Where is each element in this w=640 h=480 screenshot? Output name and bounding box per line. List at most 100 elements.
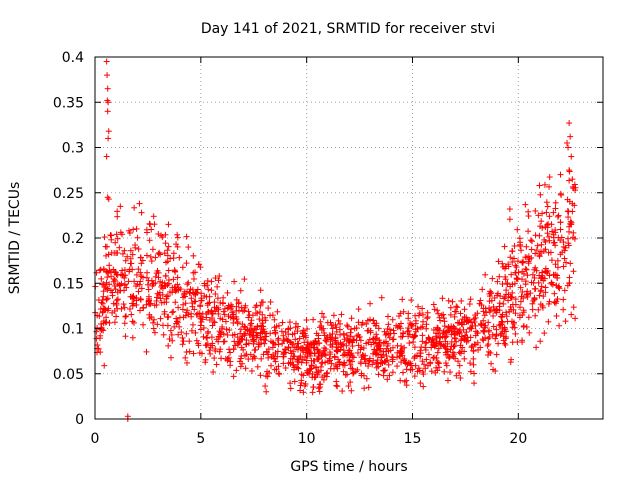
data-point: [512, 269, 519, 276]
data-point: [378, 294, 385, 301]
data-point: [535, 212, 542, 219]
data-point: [314, 346, 321, 353]
data-point: [131, 278, 138, 285]
data-point: [369, 361, 376, 368]
y-tick-label: 0.3: [62, 141, 84, 157]
data-point: [189, 321, 196, 328]
data-point: [165, 267, 172, 274]
data-point: [533, 247, 540, 254]
data-point: [390, 327, 397, 334]
data-point: [128, 260, 135, 267]
data-point: [539, 210, 546, 217]
data-point: [301, 354, 308, 361]
data-point: [564, 139, 571, 146]
data-point: [201, 292, 208, 299]
data-point: [334, 348, 341, 355]
data-point: [129, 334, 136, 341]
data-point: [373, 346, 380, 353]
data-point: [174, 243, 181, 250]
data-point: [358, 354, 365, 361]
data-point: [393, 322, 400, 329]
data-point: [401, 344, 408, 351]
data-point: [168, 331, 175, 338]
data-point: [542, 289, 549, 296]
data-point: [453, 372, 460, 379]
data-point: [426, 336, 433, 343]
data-point: [112, 268, 119, 275]
data-point: [182, 312, 189, 319]
data-point: [564, 208, 571, 215]
data-point: [550, 231, 557, 238]
data-point: [502, 294, 509, 301]
data-point: [389, 336, 396, 343]
data-point: [471, 380, 478, 387]
data-point: [417, 380, 424, 387]
data-point: [151, 302, 158, 309]
data-point: [422, 346, 429, 353]
data-point: [397, 310, 404, 317]
data-point: [204, 277, 211, 284]
data-point: [103, 279, 110, 286]
data-point: [458, 297, 465, 304]
data-point: [428, 368, 435, 375]
data-point: [289, 361, 296, 368]
data-point: [383, 348, 390, 355]
data-point: [175, 304, 182, 311]
data-point: [159, 285, 166, 292]
data-point: [489, 331, 496, 338]
data-point: [106, 262, 113, 269]
y-tick-label: 0.2: [62, 231, 84, 247]
data-point: [554, 274, 561, 281]
data-point: [267, 330, 274, 337]
data-point: [287, 385, 294, 392]
data-point: [440, 315, 447, 322]
data-point: [412, 317, 419, 324]
data-point: [188, 310, 195, 317]
data-point: [372, 322, 379, 329]
data-point: [540, 293, 547, 300]
data-point: [555, 212, 562, 219]
data-points: [92, 58, 579, 422]
data-point: [435, 360, 442, 367]
data-point: [554, 264, 561, 271]
data-point: [553, 312, 560, 319]
data-point: [217, 346, 224, 353]
data-point: [206, 347, 213, 354]
data-point: [242, 365, 249, 372]
data-point: [254, 363, 261, 370]
data-point: [182, 300, 189, 307]
data-point: [546, 298, 553, 305]
data-point: [327, 319, 334, 326]
data-point: [414, 368, 421, 375]
data-point: [254, 310, 261, 317]
data-point: [399, 333, 406, 340]
data-point: [148, 258, 155, 265]
data-point: [131, 204, 138, 211]
data-point: [509, 248, 516, 255]
data-point: [520, 322, 527, 329]
data-point: [445, 355, 452, 362]
data-point: [196, 310, 203, 317]
data-point: [405, 325, 412, 332]
data-point: [103, 252, 110, 259]
data-point: [288, 350, 295, 357]
data-point: [425, 351, 432, 358]
data-point: [259, 299, 266, 306]
data-point: [104, 85, 111, 92]
data-point: [467, 324, 474, 331]
axis-ticks: [94, 56, 603, 420]
data-point: [440, 311, 447, 318]
data-point: [145, 286, 152, 293]
data-point: [174, 231, 181, 238]
data-point: [569, 176, 576, 183]
data-point: [130, 294, 137, 301]
data-point: [386, 334, 393, 341]
data-point: [186, 348, 193, 355]
data-point: [321, 351, 328, 358]
data-point: [543, 209, 550, 216]
data-point: [495, 340, 502, 347]
data-point: [490, 366, 497, 373]
data-point: [549, 281, 556, 288]
data-point: [151, 329, 158, 336]
data-point: [389, 353, 396, 360]
